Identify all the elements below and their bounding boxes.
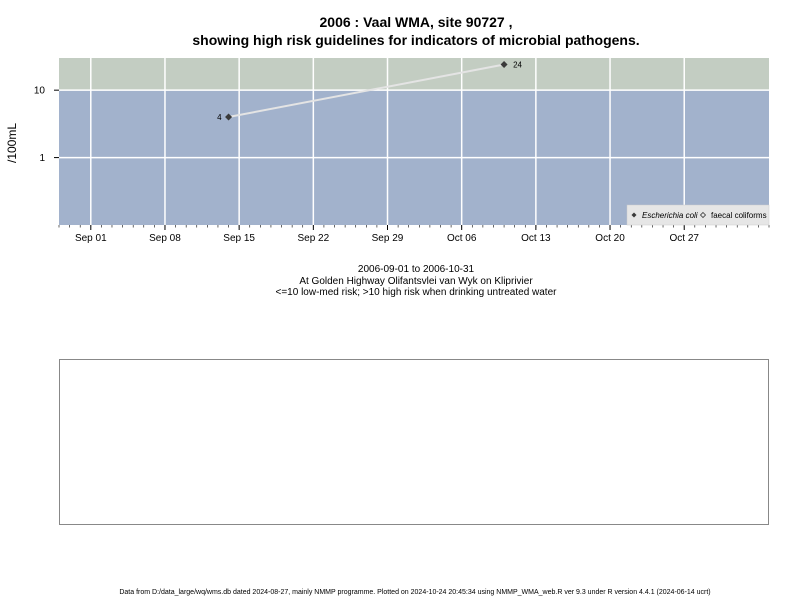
high-risk-band [59, 58, 769, 91]
x-tick-label: Sep 22 [297, 233, 329, 244]
chart-title-line1: 2006 : Vaal WMA, site 90727 , [319, 14, 513, 30]
empty-lower-panel [59, 359, 769, 525]
footer-note: Data from D:/data_large/wq/wms.db dated … [119, 589, 711, 596]
y-tick-label: 10 [34, 86, 46, 97]
series-line [228, 63, 505, 118]
data-point-marker [225, 113, 233, 121]
legend-marker-ecoli [631, 212, 637, 218]
y-tick-label: 1 [39, 153, 45, 164]
data-point-marker [500, 61, 508, 69]
caption-risk-note: <=10 low-med risk; >10 high risk when dr… [275, 287, 557, 298]
legend-box [626, 204, 770, 226]
series-layer: 4 24 [217, 61, 522, 122]
x-tick-label: Sep 01 [75, 233, 107, 244]
legend-marker-faecal [699, 211, 707, 219]
x-tick-label: Sep 08 [149, 233, 181, 244]
legend: Escherichia coli faecal coliforms [626, 204, 770, 226]
legend-label-faecal: faecal coliforms [711, 211, 767, 220]
legend-label-ecoli: Escherichia coli [642, 211, 698, 220]
x-tick-label: Oct 13 [521, 233, 551, 244]
chart-svg: Sep 01 Sep 08 Sep 15 Sep 22 Sep 29 Oct 06 Oct … [34, 58, 770, 244]
x-tick-label: Oct 27 [669, 233, 699, 244]
caption-location: At Golden Highway Olifantsvlei van Wyk o… [299, 276, 533, 287]
data-label: 24 [513, 61, 522, 70]
axes: Sep 01 Sep 08 Sep 15 Sep 22 Sep 29 Oct 06 Oct … [34, 86, 770, 244]
x-tick-label: Sep 15 [223, 233, 255, 244]
x-tick-label: Oct 20 [595, 233, 625, 244]
x-tick-label: Sep 29 [372, 233, 404, 244]
caption-date-range: 2006-09-01 to 2006-10-31 [357, 264, 475, 275]
x-tick-label: Oct 06 [447, 233, 477, 244]
data-label: 4 [217, 113, 222, 122]
chart-title-line2: showing high risk guidelines for indicat… [192, 32, 640, 48]
